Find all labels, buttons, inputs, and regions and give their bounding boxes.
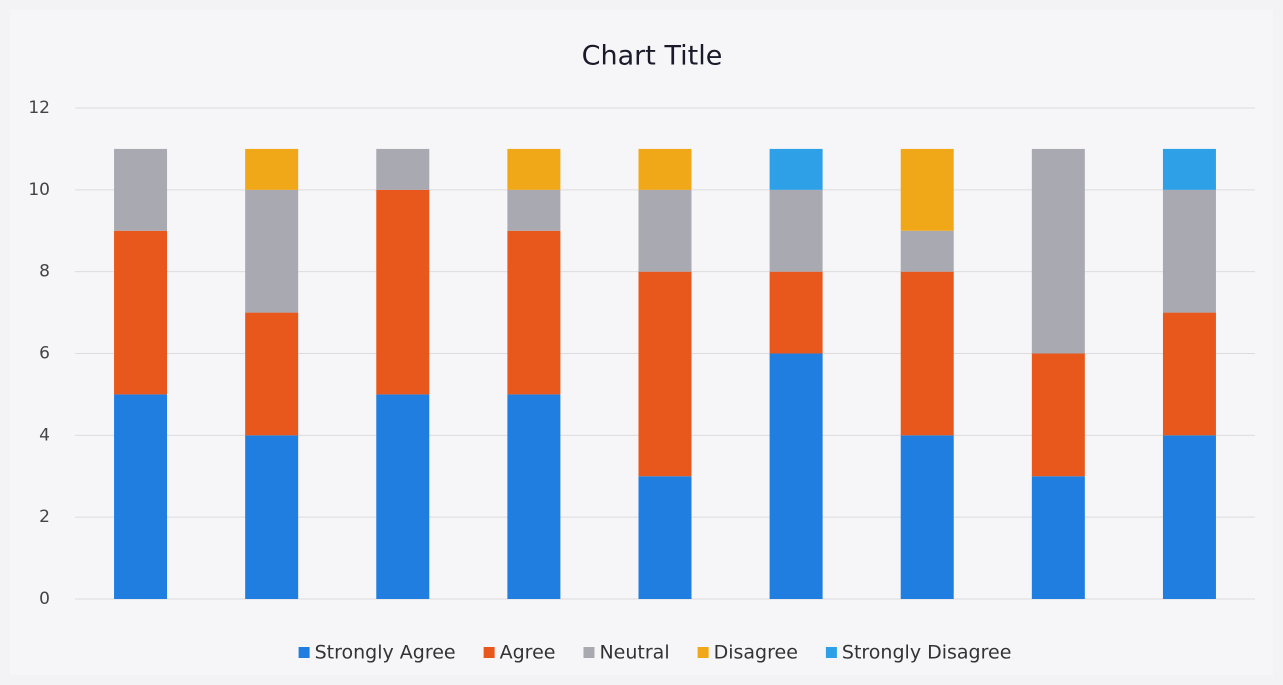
bar-segment [1162, 435, 1216, 599]
bar-segment [769, 353, 823, 599]
legend-label: Agree [500, 642, 556, 664]
y-tick-label: 12 [28, 98, 50, 118]
bar-segment [900, 271, 954, 436]
bar-segment [245, 148, 299, 190]
bar-segment [1162, 312, 1216, 436]
bar-segment [769, 271, 823, 354]
y-tick-label: 0 [39, 589, 50, 609]
y-tick-label: 6 [39, 344, 50, 364]
bar-segment [638, 148, 692, 190]
bar-segment [245, 312, 299, 436]
legend-swatch [298, 647, 310, 658]
bar-segment [245, 435, 299, 599]
bar-segment [507, 230, 561, 395]
bar-segment [900, 230, 954, 272]
y-tick-label: 8 [39, 262, 50, 282]
bar-segment [507, 189, 561, 231]
legend-swatch [583, 647, 595, 658]
legend-swatch [697, 647, 709, 658]
bar-segment [245, 189, 299, 313]
y-tick-label: 4 [39, 425, 50, 445]
bar-segment [638, 189, 692, 272]
bar-segment [769, 148, 823, 190]
bar-segment [900, 435, 954, 599]
bar-segment [638, 476, 692, 599]
bar-segment [1162, 148, 1216, 190]
bar-segment [1031, 148, 1085, 354]
bar-segment [114, 230, 168, 395]
legend-label: Strongly Disagree [842, 642, 1011, 664]
bar-segment [376, 148, 430, 190]
chart-title: Chart Title [582, 41, 723, 72]
bar-segment [114, 148, 168, 231]
bar-segment [507, 148, 561, 190]
y-tick-label: 10 [28, 180, 50, 200]
bar-segment [638, 271, 692, 477]
legend-label: Strongly Agree [315, 642, 456, 664]
legend-label: Neutral [599, 642, 669, 664]
bar-segment [376, 189, 430, 395]
legend-swatch [825, 647, 837, 658]
bar-segment [900, 148, 954, 231]
bar-segment [1031, 476, 1085, 599]
bar-segment [1031, 353, 1085, 477]
bar-segment [1162, 189, 1216, 313]
bar-segment [507, 394, 561, 599]
y-tick-label: 2 [39, 507, 50, 527]
bar-segment [376, 394, 430, 599]
bar-segment [769, 189, 823, 272]
legend-label: Disagree [714, 642, 798, 664]
legend-swatch [483, 647, 495, 658]
bar-segment [114, 394, 168, 599]
